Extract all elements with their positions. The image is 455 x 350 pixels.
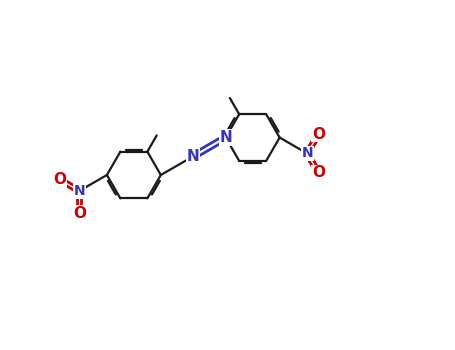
Text: O: O: [73, 206, 86, 221]
Text: O: O: [312, 126, 325, 141]
Text: N: N: [219, 130, 232, 145]
Text: N: N: [301, 146, 313, 160]
Text: O: O: [312, 166, 325, 181]
Text: O: O: [53, 172, 66, 187]
Text: N: N: [74, 184, 85, 198]
Text: N: N: [187, 149, 200, 164]
